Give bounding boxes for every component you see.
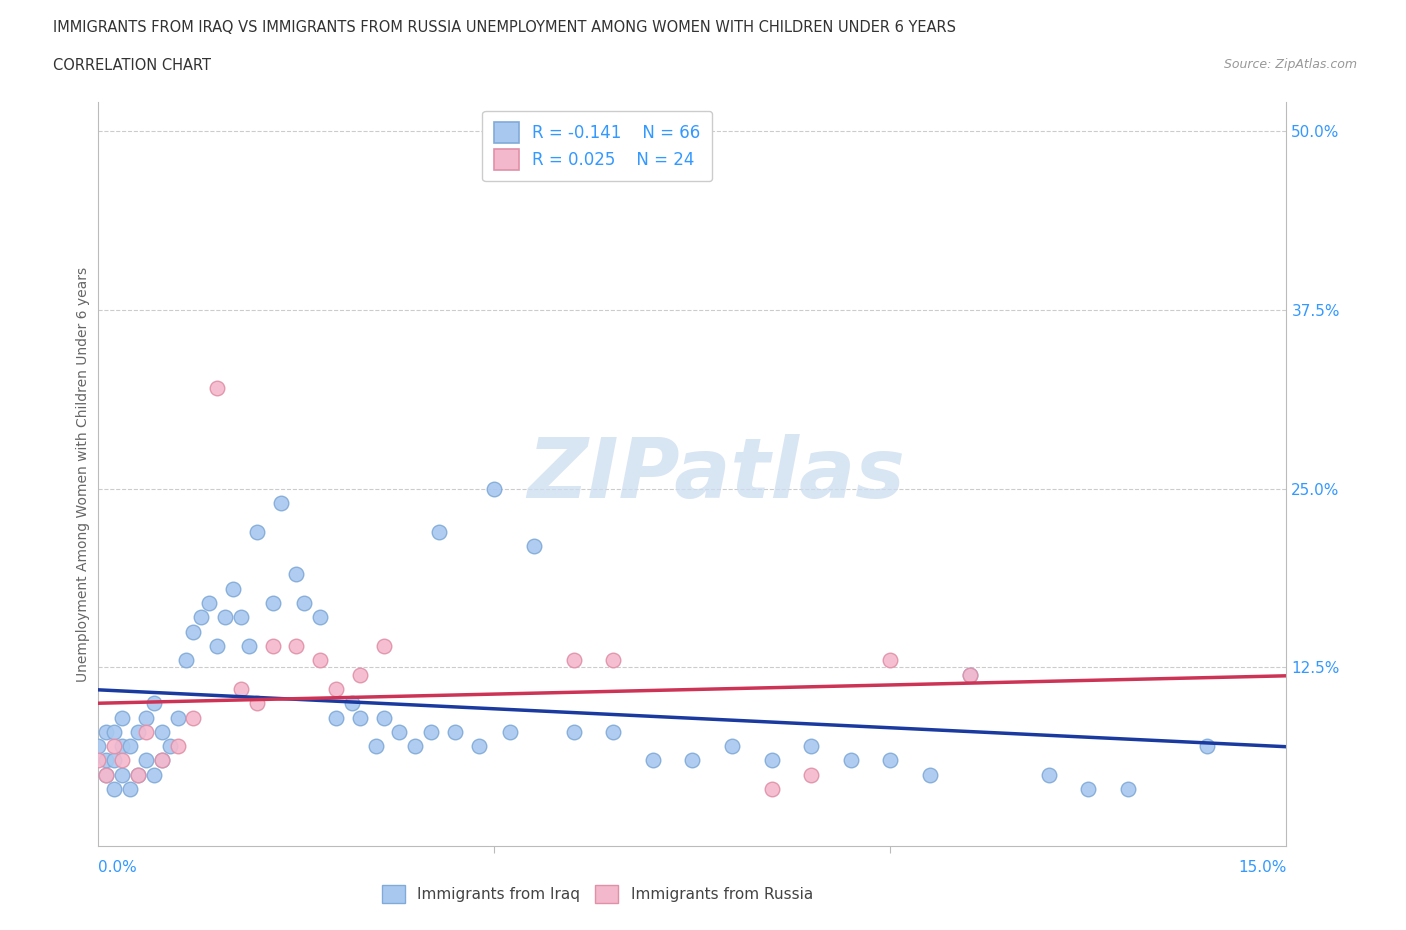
Point [427, 525, 450, 539]
Point [388, 724, 411, 739]
Point [879, 653, 901, 668]
Point [340, 696, 363, 711]
Point [150, 724, 173, 739]
Point [959, 667, 981, 682]
Point [309, 610, 332, 625]
Point [135, 724, 157, 739]
Point [246, 696, 269, 711]
Text: Source: ZipAtlas.com: Source: ZipAtlas.com [1223, 58, 1357, 71]
Point [246, 525, 269, 539]
Point [800, 767, 823, 782]
Point [229, 610, 252, 625]
Point [207, 381, 229, 396]
Point [879, 753, 901, 768]
Text: ZIPatlas: ZIPatlas [527, 433, 905, 515]
Point [150, 753, 173, 768]
Point [174, 653, 197, 668]
Text: IMMIGRANTS FROM IRAQ VS IMMIGRANTS FROM RUSSIA UNEMPLOYMENT AMONG WOMEN WITH CHI: IMMIGRANTS FROM IRAQ VS IMMIGRANTS FROM … [53, 20, 956, 35]
Point [373, 711, 395, 725]
Text: CORRELATION CHART: CORRELATION CHART [53, 58, 211, 73]
Point [325, 711, 347, 725]
Point [111, 753, 134, 768]
Point [142, 767, 165, 782]
Point [920, 767, 942, 782]
Point [135, 711, 157, 725]
Point [262, 595, 284, 610]
Point [641, 753, 664, 768]
Point [523, 538, 546, 553]
Point [285, 567, 308, 582]
Point [959, 667, 981, 682]
Point [499, 724, 522, 739]
Point [682, 753, 704, 768]
Point [467, 738, 489, 753]
Point [309, 653, 332, 668]
Point [166, 711, 188, 725]
Point [373, 639, 395, 654]
Point [404, 738, 426, 753]
Point [222, 581, 245, 596]
Point [325, 682, 347, 697]
Point [761, 753, 783, 768]
Point [127, 724, 149, 739]
Point [1038, 767, 1060, 782]
Point [120, 781, 142, 796]
Point [270, 496, 292, 511]
Point [444, 724, 467, 739]
Point [602, 653, 624, 668]
Point [207, 639, 229, 654]
Point [87, 738, 110, 753]
Point [420, 724, 443, 739]
Point [349, 667, 371, 682]
Point [349, 711, 371, 725]
Legend: Immigrants from Iraq, Immigrants from Russia: Immigrants from Iraq, Immigrants from Ru… [375, 879, 818, 910]
Point [602, 724, 624, 739]
Point [1197, 738, 1219, 753]
Point [1077, 781, 1099, 796]
Point [166, 738, 188, 753]
Point [839, 753, 862, 768]
Point [127, 767, 149, 782]
Text: 0.0%: 0.0% [98, 860, 138, 875]
Point [285, 639, 308, 654]
Y-axis label: Unemployment Among Women with Children Under 6 years: Unemployment Among Women with Children U… [76, 267, 90, 682]
Point [214, 610, 236, 625]
Point [87, 753, 110, 768]
Point [183, 624, 205, 639]
Point [103, 738, 125, 753]
Point [800, 738, 823, 753]
Point [135, 753, 157, 768]
Point [562, 653, 585, 668]
Point [562, 724, 585, 739]
Point [96, 767, 118, 782]
Point [484, 481, 506, 496]
Point [96, 767, 118, 782]
Point [111, 738, 134, 753]
Point [103, 724, 125, 739]
Point [150, 753, 173, 768]
Point [127, 767, 149, 782]
Point [103, 781, 125, 796]
Point [120, 738, 142, 753]
Point [364, 738, 387, 753]
Point [198, 595, 221, 610]
Point [111, 767, 134, 782]
Text: 15.0%: 15.0% [1239, 860, 1286, 875]
Point [1116, 781, 1139, 796]
Point [96, 753, 118, 768]
Point [103, 753, 125, 768]
Point [262, 639, 284, 654]
Point [96, 724, 118, 739]
Point [142, 696, 165, 711]
Point [183, 711, 205, 725]
Point [761, 781, 783, 796]
Point [292, 595, 315, 610]
Point [721, 738, 744, 753]
Point [190, 610, 212, 625]
Point [229, 682, 252, 697]
Point [238, 639, 260, 654]
Point [111, 711, 134, 725]
Point [159, 738, 181, 753]
